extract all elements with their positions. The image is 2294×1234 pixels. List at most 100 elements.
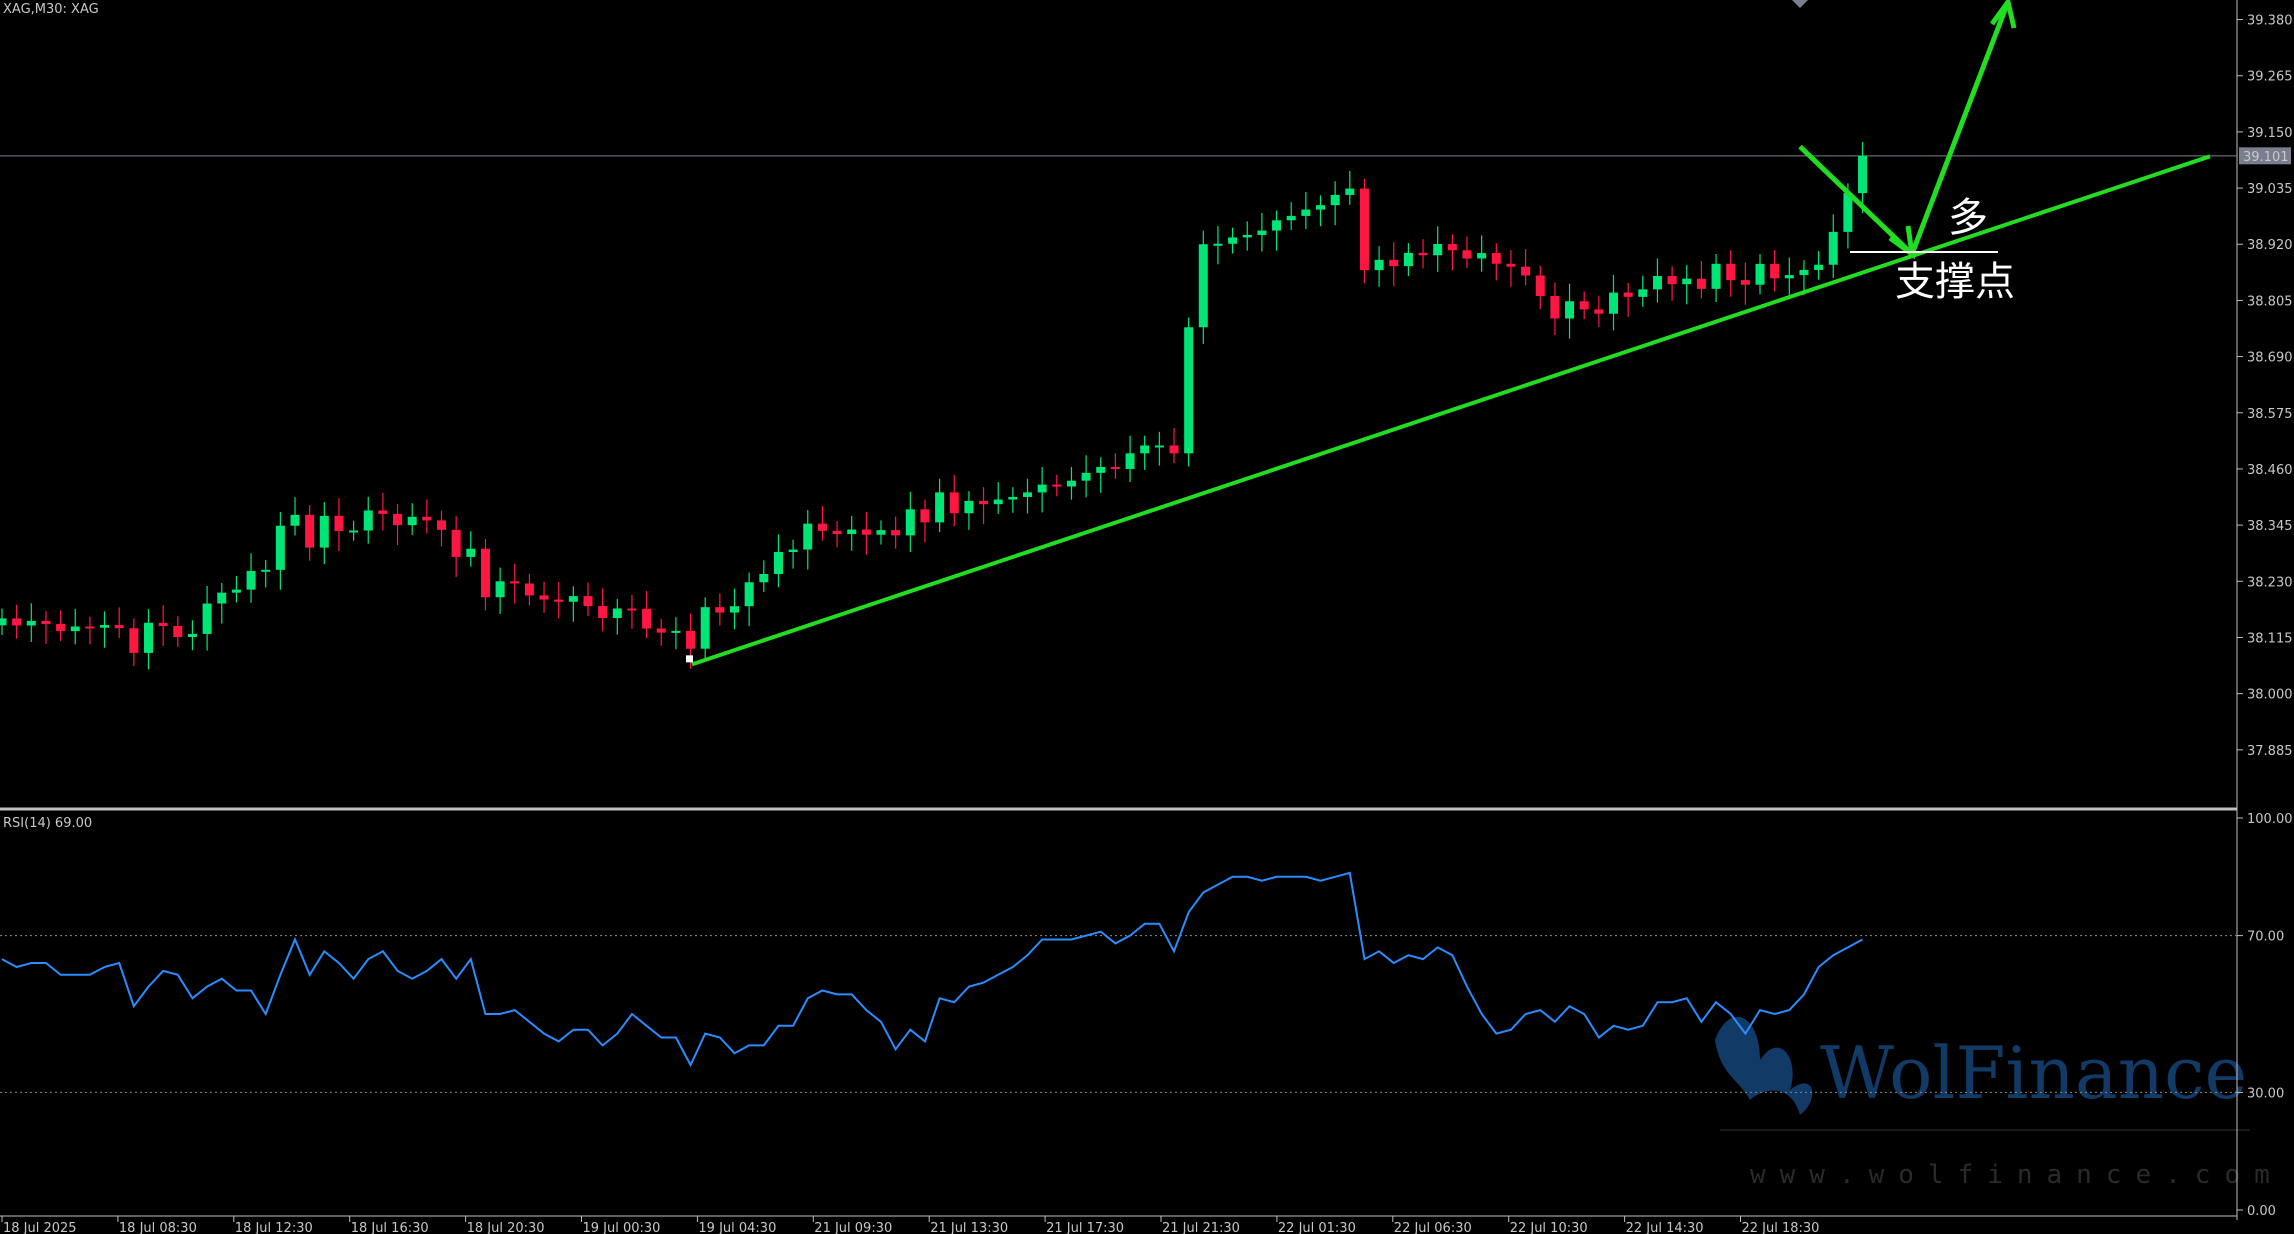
candle-body <box>1711 263 1721 289</box>
rsi-tick-label: 30.00 <box>2247 1086 2284 1101</box>
candle-body <box>158 622 168 626</box>
candle-body <box>861 529 871 535</box>
candle-body <box>1184 327 1194 454</box>
time-tick-label: 22 Jul 14:30 <box>1626 1221 1704 1234</box>
candle-body <box>217 592 227 604</box>
candle-body <box>1110 466 1120 469</box>
price-tick-label: 39.380 <box>2247 14 2293 29</box>
candle-body <box>422 516 432 521</box>
rsi-series <box>1 871 1863 1068</box>
candle-body <box>1316 205 1325 210</box>
candle-body <box>1301 209 1311 216</box>
candle-body <box>305 514 315 548</box>
candle-body <box>1755 263 1765 285</box>
candle-body <box>1374 259 1384 271</box>
candle-body <box>730 606 739 613</box>
current-price-value: 39.101 <box>2243 150 2289 165</box>
candle-body <box>1858 155 1868 194</box>
candle-body <box>1389 259 1399 267</box>
candle-body <box>1506 263 1516 267</box>
price-tick-label: 39.035 <box>2247 182 2293 197</box>
candle-body <box>1081 472 1091 481</box>
arrow-down-head <box>1888 225 1916 260</box>
candle-body <box>246 570 256 590</box>
candle-body <box>451 529 461 557</box>
candle-body <box>407 516 417 526</box>
time-tick-label: 21 Jul 13:30 <box>930 1221 1008 1234</box>
candle-body <box>114 625 124 629</box>
price-tick-label: 39.265 <box>2247 70 2293 85</box>
candle-body <box>1433 243 1443 256</box>
price-tick-label: 39.150 <box>2247 126 2293 141</box>
candle-body <box>905 509 915 536</box>
time-axis: 18 Jul 2025 18 Jul 08:30 18 Jul 12:30 18 Ju… <box>1 1216 1819 1234</box>
candle-body <box>671 630 681 633</box>
candle-body <box>1272 220 1282 231</box>
candle-body <box>524 583 534 596</box>
candle-body <box>1462 250 1472 259</box>
price-tick-label: 37.885 <box>2247 744 2293 759</box>
candle-body <box>1726 263 1736 281</box>
candle-body <box>1770 263 1780 279</box>
candle-body <box>1140 445 1150 454</box>
price-tick-label: 38.230 <box>2247 575 2293 590</box>
candle-body <box>1535 275 1545 297</box>
candle-body <box>437 520 446 530</box>
candle-body <box>1418 252 1428 256</box>
trendline-group <box>686 0 2211 667</box>
time-tick-label: 22 Jul 10:30 <box>1510 1221 1588 1234</box>
price-tick-label: 38.920 <box>2247 238 2293 253</box>
candle-body <box>1198 244 1208 328</box>
symbol-label: XAG,M30: XAG <box>3 2 99 17</box>
candle-body <box>1740 280 1750 285</box>
candle-body <box>1638 289 1648 297</box>
watermark: WolFinance www.wolfinance.com <box>1715 1016 2284 1190</box>
candle-body <box>1667 276 1677 285</box>
current-price-tag: 39.101 <box>2239 147 2291 165</box>
candle-body <box>319 515 329 548</box>
candle-body <box>1066 480 1076 487</box>
annotation: 多 支撑点 <box>1850 195 2015 305</box>
candle-body <box>700 607 710 649</box>
candlesticks <box>0 142 1868 670</box>
candle-body <box>1477 253 1487 259</box>
candle-body <box>1609 292 1618 314</box>
candle-body <box>1491 253 1501 264</box>
candle-body <box>686 630 696 649</box>
time-tick-label: 18 Jul 08:30 <box>119 1221 197 1234</box>
candle-body <box>1550 296 1560 319</box>
candle-body <box>744 582 754 607</box>
time-tick-label: 18 Jul 2025 <box>3 1221 77 1234</box>
candle-body <box>1447 243 1457 251</box>
price-tick-label: 38.345 <box>2247 519 2293 534</box>
candle-body <box>261 569 271 572</box>
arrow-up-head <box>1989 0 2017 29</box>
time-tick-label: 22 Jul 01:30 <box>1278 1221 1356 1234</box>
candle-body <box>1154 445 1164 448</box>
candle-body <box>1125 453 1135 469</box>
candle-body <box>832 530 842 535</box>
candle-body <box>964 500 974 514</box>
time-tick-label: 18 Jul 12:30 <box>235 1221 313 1234</box>
price-tick-label: 38.460 <box>2247 463 2293 478</box>
support-trendline <box>691 154 2211 667</box>
time-tick-label: 18 Jul 16:30 <box>351 1221 429 1234</box>
candle-body <box>568 596 578 602</box>
candle-body <box>1623 292 1633 297</box>
candle-body <box>803 523 813 550</box>
price-tick-label: 38.000 <box>2247 688 2293 703</box>
time-tick-label: 19 Jul 00:30 <box>583 1221 661 1234</box>
watermark-brand: WolFinance <box>1820 1031 2247 1115</box>
candle-body <box>231 589 241 593</box>
candle-body <box>1286 215 1296 221</box>
candle-body <box>583 596 593 607</box>
time-tick-label: 21 Jul 17:30 <box>1046 1221 1124 1234</box>
time-tick-label: 19 Jul 04:30 <box>698 1221 776 1234</box>
watermark-url: www.wolfinance.com <box>1750 1160 2284 1190</box>
candle-body <box>378 510 388 514</box>
candle-body <box>1052 484 1062 487</box>
rsi-line <box>1 871 1863 1068</box>
candle-body <box>1652 276 1662 290</box>
candle-body <box>876 530 886 535</box>
